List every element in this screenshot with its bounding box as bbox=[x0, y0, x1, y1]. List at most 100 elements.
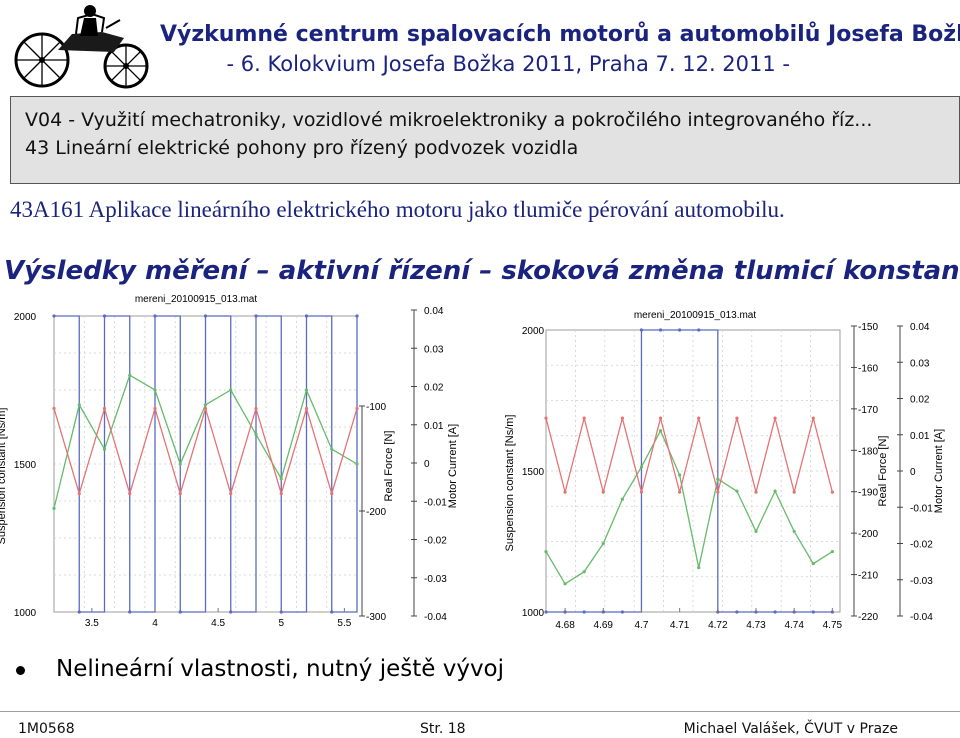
series-force-point bbox=[773, 489, 777, 493]
series-force-point bbox=[544, 549, 548, 554]
series-damping-point bbox=[697, 328, 701, 332]
series-current-point bbox=[153, 406, 157, 411]
series-current-point bbox=[639, 490, 644, 494]
series-current-point bbox=[716, 490, 720, 494]
x-tick-label: 4.71 bbox=[670, 620, 690, 631]
series-force-point bbox=[229, 388, 233, 392]
series-current-point bbox=[601, 490, 605, 494]
series-damping-point bbox=[582, 610, 586, 614]
damping-tick-label: 2000 bbox=[522, 326, 545, 337]
series-current-point bbox=[830, 490, 834, 494]
series-force-point bbox=[792, 529, 796, 534]
series-current-point bbox=[355, 406, 359, 411]
series-current-point bbox=[620, 416, 624, 420]
damping-axis-label: Suspension constant [Ns/m] bbox=[504, 415, 516, 552]
x-tick-label: 4.5 bbox=[211, 618, 225, 629]
series-force-point bbox=[102, 447, 107, 451]
series-current-line bbox=[545, 417, 833, 493]
series-force-point bbox=[697, 566, 701, 570]
series-current-point bbox=[697, 416, 701, 420]
logo-automobile bbox=[14, 5, 149, 89]
series-force-point bbox=[330, 447, 334, 451]
series-force-point bbox=[754, 529, 758, 534]
series-current-point bbox=[754, 490, 758, 494]
chart-title: mereni_20100915_013.mat bbox=[135, 294, 258, 305]
series-force-point bbox=[716, 477, 720, 481]
x-tick-label: 4.72 bbox=[708, 620, 728, 631]
series-force-line bbox=[545, 429, 833, 585]
footer-author: Michael Valášek, ČVUT v Praze bbox=[683, 721, 898, 737]
series-current-point bbox=[254, 406, 258, 411]
damping-tick-label: 1000 bbox=[14, 608, 37, 619]
bullet-icon bbox=[16, 666, 25, 675]
footer-left: 1M0568 bbox=[18, 721, 75, 737]
series-force-point bbox=[811, 562, 815, 566]
current-tick-label: 0.02 bbox=[424, 383, 444, 394]
x-tick-label: 4.74 bbox=[784, 620, 804, 631]
current-tick-label: -0.03 bbox=[424, 574, 447, 585]
series-damping-point bbox=[735, 610, 739, 614]
current-tick-label: -0.01 bbox=[424, 497, 447, 508]
series-force-point bbox=[620, 497, 624, 501]
series-current-point bbox=[582, 416, 586, 420]
series-force-point bbox=[563, 582, 567, 586]
series-current-point bbox=[544, 416, 548, 420]
series-force-point bbox=[678, 473, 682, 477]
series-current-point bbox=[678, 490, 682, 494]
series-damping-line bbox=[546, 329, 833, 613]
series-damping-point bbox=[52, 314, 56, 318]
footer-divider bbox=[0, 711, 960, 712]
chart-right: mereni_20100915_013.mat 4.68 4.69 4.7 4.71 4.… bbox=[504, 310, 945, 631]
series-force-point bbox=[128, 373, 132, 377]
x-tick-label: 3.5 bbox=[85, 618, 99, 629]
series-current-point bbox=[811, 416, 815, 420]
force-axis-label: Real Force [N] bbox=[383, 431, 395, 502]
header-subtitle: - 6. Kolokvium Josefa Božka 2011, Praha … bbox=[226, 52, 790, 76]
series-force-point bbox=[178, 462, 182, 466]
current-tick-label: -0.02 bbox=[910, 540, 933, 551]
series-current-point bbox=[229, 492, 233, 496]
series-current-point bbox=[792, 490, 796, 494]
series-current-point bbox=[52, 406, 56, 411]
current-tick-label: 0.03 bbox=[424, 344, 444, 355]
series-damping-point bbox=[178, 610, 182, 614]
series-damping-point bbox=[102, 314, 107, 318]
series-damping-point bbox=[355, 314, 359, 318]
section-title: Výsledky měření – aktivní řízení – skoko… bbox=[4, 256, 960, 286]
series-damping-point bbox=[153, 314, 157, 318]
series-force-point bbox=[279, 477, 283, 481]
header-title: Výzkumné centrum spalovacích motorů a au… bbox=[160, 22, 960, 47]
series-damping-point bbox=[658, 328, 663, 332]
series-current-point bbox=[102, 406, 107, 411]
series-force-point bbox=[601, 541, 605, 546]
damping-axis-label: Suspension constant [Ns/m] bbox=[0, 408, 8, 545]
x-tick-label: 5.5 bbox=[337, 618, 351, 629]
x-tick-label: 4.75 bbox=[823, 620, 843, 631]
current-tick-label: 0.04 bbox=[424, 306, 444, 317]
current-tick-label: -0.02 bbox=[424, 536, 447, 547]
current-tick-label: -0.01 bbox=[910, 503, 933, 514]
footer-page: Str. 18 bbox=[420, 721, 466, 737]
chart-title: mereni_20100915_013.mat bbox=[634, 310, 757, 321]
series-current-point bbox=[563, 490, 567, 494]
series-current-point bbox=[735, 416, 739, 420]
series-force-point bbox=[77, 403, 81, 407]
series-current-point bbox=[77, 492, 81, 496]
series-force-point bbox=[203, 403, 208, 407]
chart-left: mereni_20100915_013.mat 3.5 4 4.5 5 5.5 2000 15… bbox=[0, 294, 459, 629]
series-damping-point bbox=[203, 314, 208, 318]
series-damping-point bbox=[254, 314, 258, 318]
current-tick-label: 0.01 bbox=[424, 421, 444, 432]
subtopic-heading: 43A161 Aplikace lineárního elektrického … bbox=[10, 197, 785, 222]
force-tick-label: -190 bbox=[858, 488, 878, 499]
current-tick-label: -0.04 bbox=[424, 612, 447, 623]
series-damping-point bbox=[544, 610, 548, 614]
series-current-point bbox=[773, 416, 777, 420]
force-tick-label: -100 bbox=[366, 402, 386, 413]
force-tick-label: -220 bbox=[858, 612, 878, 623]
damping-tick-label: 1000 bbox=[522, 608, 545, 619]
force-axis-label: Real Force [N] bbox=[877, 436, 889, 507]
force-tick-label: -180 bbox=[858, 446, 878, 457]
series-current-point bbox=[178, 492, 182, 496]
x-tick-label: 4 bbox=[152, 618, 158, 629]
